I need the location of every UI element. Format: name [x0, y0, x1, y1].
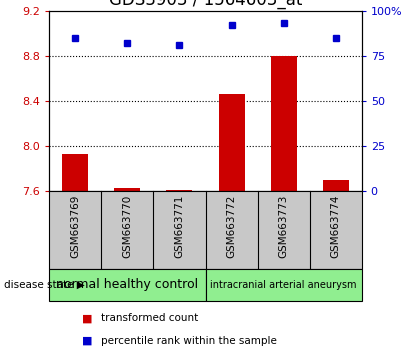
- Bar: [270, 56, 297, 191]
- Text: normal healthy control: normal healthy control: [56, 279, 199, 291]
- Text: ■: ■: [82, 336, 93, 346]
- Bar: [166, 190, 192, 191]
- Text: ■: ■: [82, 313, 93, 323]
- Text: GSM663774: GSM663774: [331, 195, 341, 258]
- Text: disease state ▶: disease state ▶: [4, 280, 85, 290]
- Bar: [219, 94, 245, 191]
- Title: GDS3903 / 1564603_at: GDS3903 / 1564603_at: [109, 0, 302, 9]
- Text: GSM663769: GSM663769: [70, 195, 80, 258]
- Bar: [323, 180, 349, 191]
- Text: percentile rank within the sample: percentile rank within the sample: [101, 336, 277, 346]
- Text: GSM663772: GSM663772: [226, 195, 236, 258]
- Bar: [62, 154, 88, 191]
- Text: GSM663771: GSM663771: [175, 195, 185, 258]
- Bar: [49, 269, 206, 301]
- Text: GSM663773: GSM663773: [279, 195, 289, 258]
- Bar: [206, 269, 362, 301]
- Bar: [114, 188, 141, 191]
- Text: GSM663770: GSM663770: [122, 195, 132, 258]
- Text: intracranial arterial aneurysm: intracranial arterial aneurysm: [210, 280, 357, 290]
- Text: transformed count: transformed count: [101, 313, 198, 323]
